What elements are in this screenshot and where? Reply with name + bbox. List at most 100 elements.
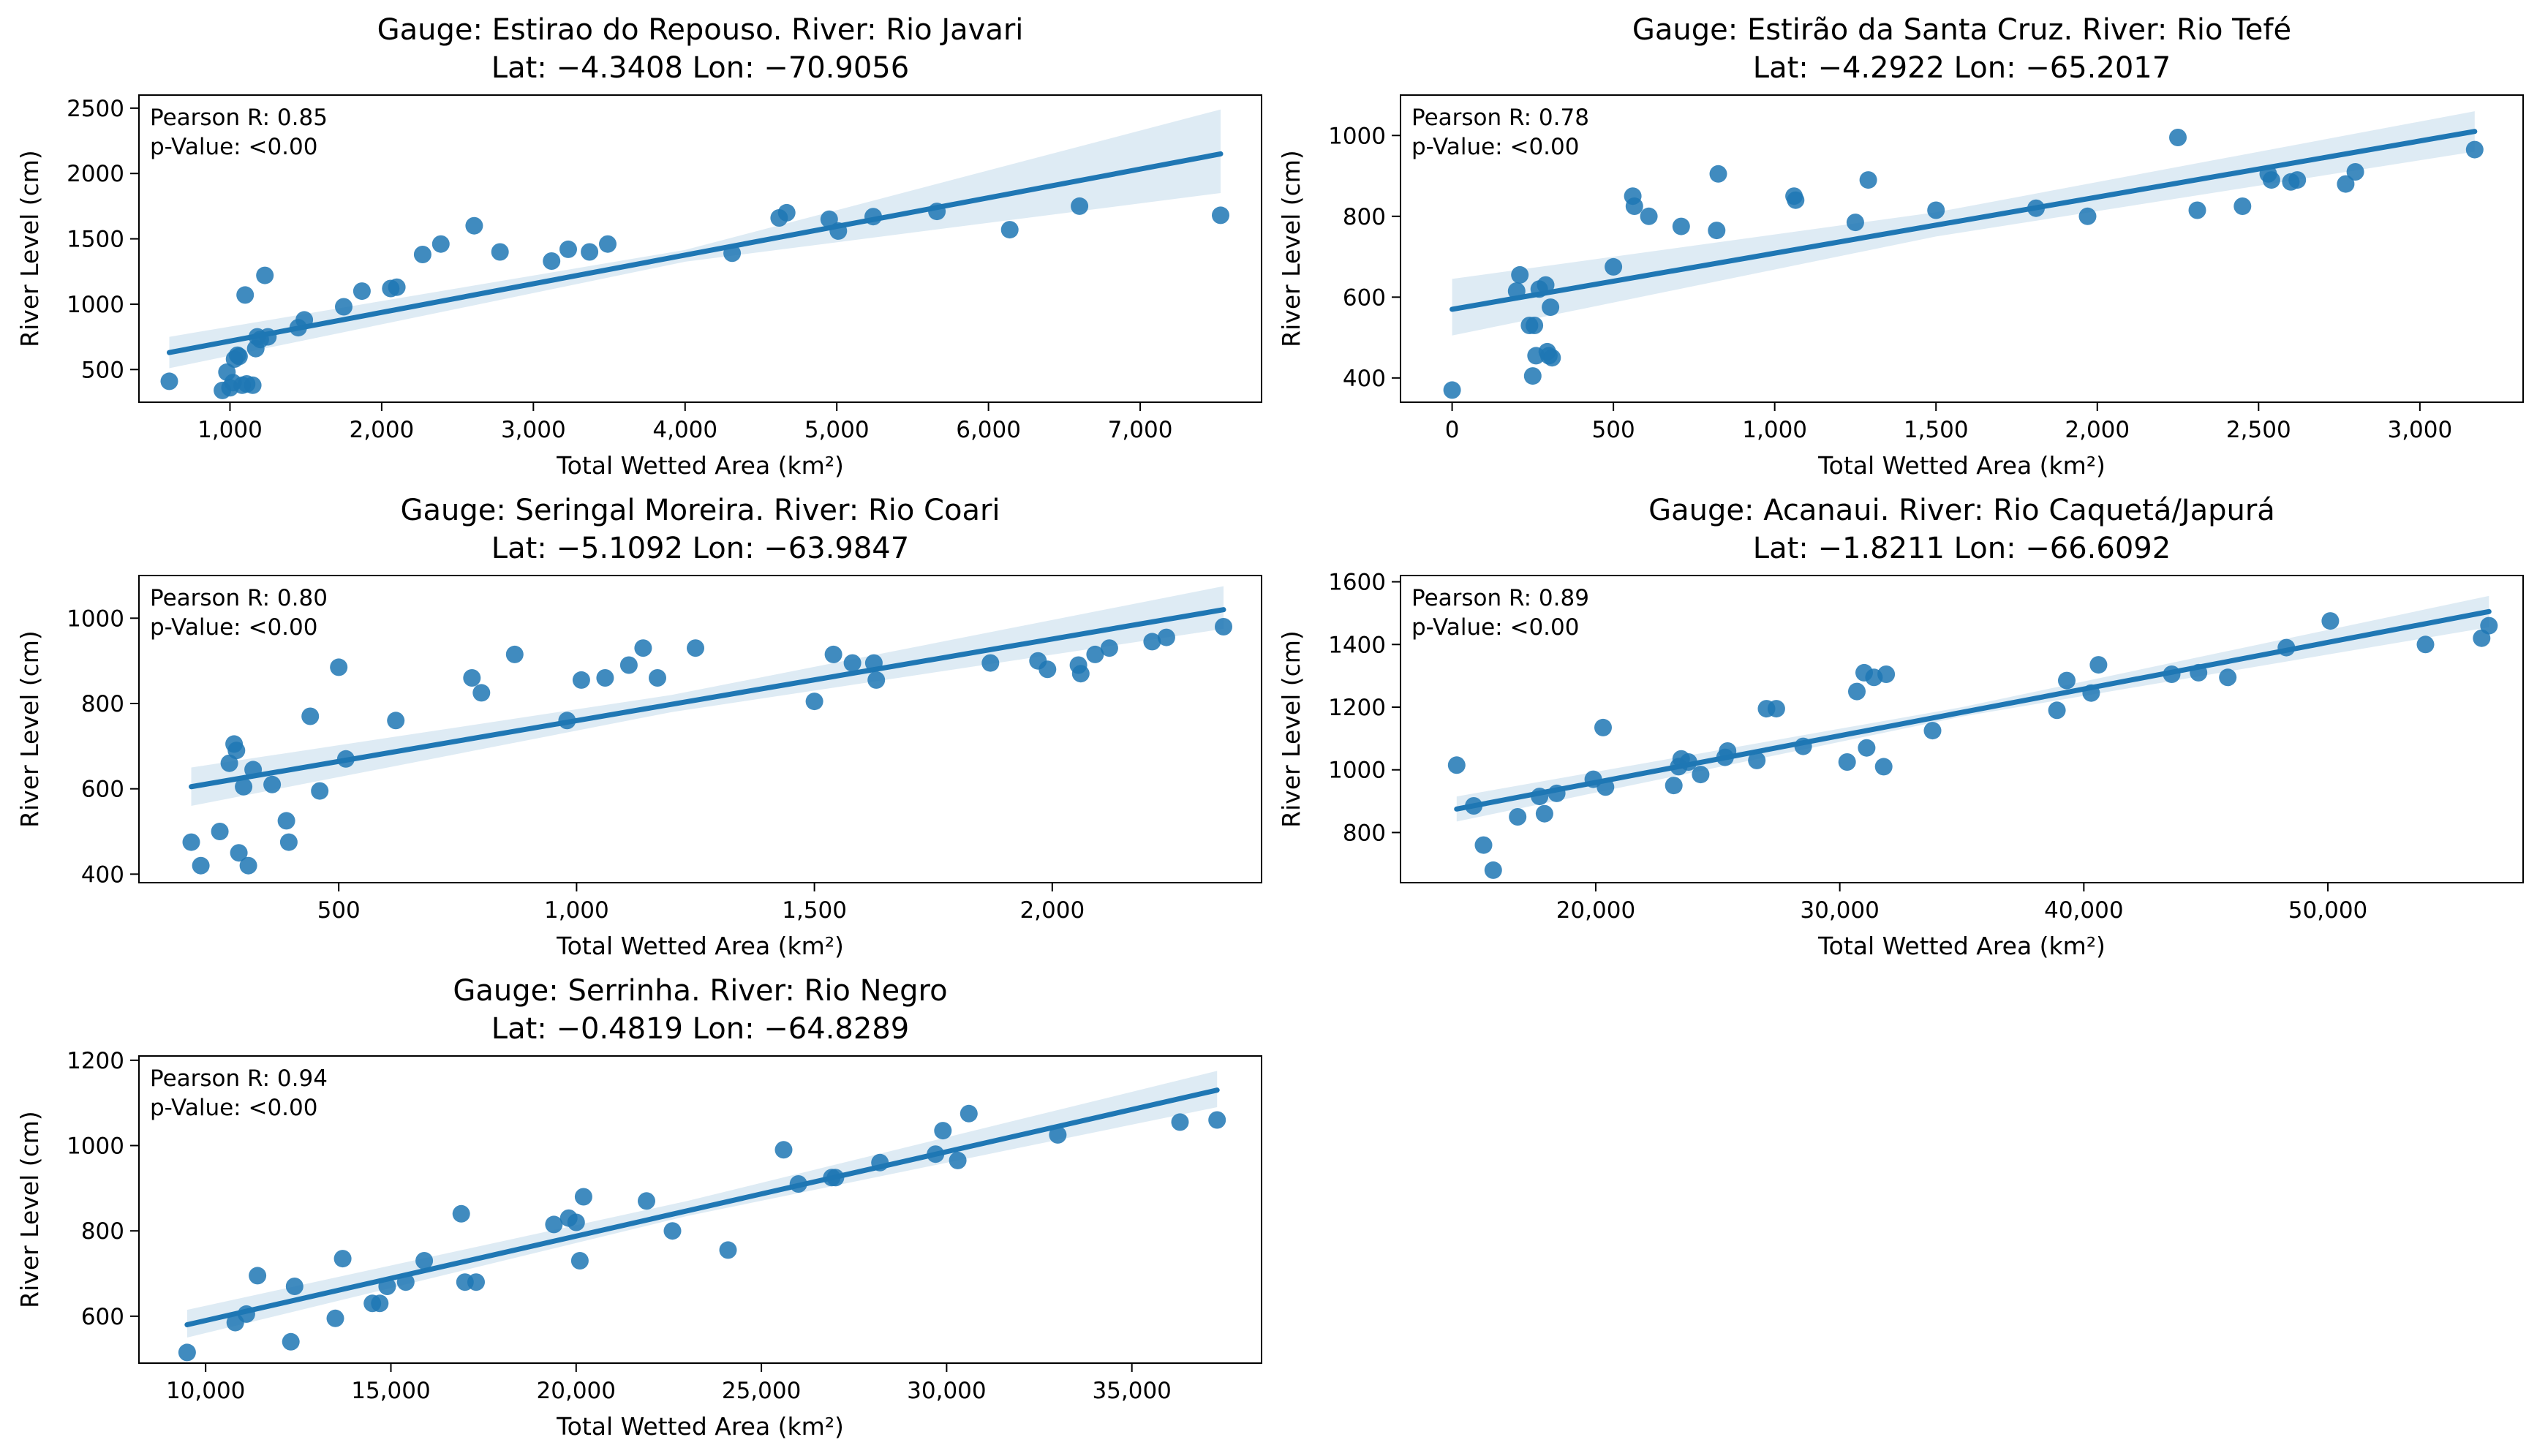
x-tick-label: 4,000 xyxy=(652,417,717,443)
data-point xyxy=(1858,739,1876,757)
panel-subtitle: Lat: −4.3408 Lon: −70.9056 xyxy=(491,51,909,85)
y-axis-label: River Level (cm) xyxy=(15,630,44,828)
y-axis-ticks: 600 800 1000 1200 xyxy=(67,1048,139,1330)
y-axis-label: River Level (cm) xyxy=(15,1111,44,1308)
data-point xyxy=(465,216,483,235)
p-value-label: p-Value: <0.00 xyxy=(1411,614,1579,641)
x-tick-label: 1,500 xyxy=(1904,417,1969,443)
y-axis-ticks: 500 1000 1500 2000 2500 xyxy=(67,96,139,383)
data-point xyxy=(256,266,274,284)
y-tick-label: 400 xyxy=(81,861,124,888)
data-point xyxy=(543,252,561,270)
data-point xyxy=(581,243,599,261)
data-points xyxy=(160,197,1229,399)
y-axis-label: River Level (cm) xyxy=(15,150,44,347)
x-tick-label: 500 xyxy=(317,897,361,924)
y-tick-label: 2000 xyxy=(67,161,124,187)
regression-line xyxy=(1454,608,2492,812)
data-points xyxy=(178,1104,1226,1362)
data-point xyxy=(237,1305,255,1323)
data-point xyxy=(192,856,210,875)
data-point xyxy=(388,278,406,296)
data-point xyxy=(663,1222,682,1240)
data-point xyxy=(336,750,355,768)
data-point xyxy=(236,286,255,304)
data-point xyxy=(824,645,842,663)
data-point xyxy=(949,1151,967,1169)
y-tick-label: 1000 xyxy=(1328,123,1386,149)
data-point xyxy=(371,1294,389,1313)
x-tick-label: 2,000 xyxy=(1019,897,1085,924)
data-point xyxy=(160,372,178,391)
data-point xyxy=(1672,217,1690,235)
x-tick-label: 40,000 xyxy=(2044,897,2123,924)
x-tick-label: 3,000 xyxy=(2387,417,2452,443)
data-point xyxy=(1511,265,1529,284)
data-point xyxy=(396,1273,415,1291)
data-point xyxy=(574,1188,592,1206)
data-point xyxy=(2277,638,2296,657)
data-point xyxy=(1859,171,1877,189)
y-tick-label: 800 xyxy=(81,1218,124,1245)
data-point xyxy=(2233,197,2252,215)
y-tick-label: 600 xyxy=(81,777,124,803)
panel-title: Gauge: Estirao do Repouso. River: Rio Ja… xyxy=(377,13,1024,47)
data-point xyxy=(249,1267,267,1285)
data-point xyxy=(2262,171,2280,189)
data-point xyxy=(1927,201,1945,219)
panel-subtitle: Lat: −4.2922 Lon: −65.2017 xyxy=(1753,51,2171,85)
data-point xyxy=(452,1204,470,1223)
data-point xyxy=(927,1145,945,1163)
p-value-label: p-Value: <0.00 xyxy=(150,614,317,641)
data-point xyxy=(1523,367,1542,385)
data-point xyxy=(1000,221,1019,239)
data-point xyxy=(649,669,666,687)
data-point xyxy=(2078,207,2097,225)
data-point xyxy=(559,240,577,258)
data-point xyxy=(638,1192,655,1210)
data-point xyxy=(1535,804,1553,823)
regression-fit-line xyxy=(1454,608,2492,812)
data-point xyxy=(227,742,246,760)
data-point xyxy=(1605,257,1623,276)
y-axis-ticks: 400 600 800 1000 xyxy=(67,606,139,888)
y-tick-label: 600 xyxy=(1343,284,1386,311)
x-axis-label: Total Wetted Area (km²) xyxy=(1817,932,2106,960)
y-tick-label: 1500 xyxy=(67,227,124,253)
pearson-r-label: Pearson R: 0.78 xyxy=(1411,105,1589,131)
y-axis-label: River Level (cm) xyxy=(1277,630,1305,828)
data-point xyxy=(570,1252,589,1270)
data-point xyxy=(774,1141,793,1159)
data-point xyxy=(295,311,314,329)
data-point xyxy=(1100,639,1118,657)
x-tick-label: 2,500 xyxy=(2226,417,2291,443)
panel-title: Gauge: Seringal Moreira. River: Rio Coar… xyxy=(400,494,1000,527)
x-tick-label: 0 xyxy=(1445,417,1460,443)
data-point xyxy=(467,1273,485,1291)
data-point xyxy=(415,1252,434,1270)
confidence-band xyxy=(186,1071,1218,1338)
data-point xyxy=(867,671,886,689)
confidence-band-area xyxy=(1452,111,2475,336)
data-point xyxy=(572,671,590,689)
data-point xyxy=(244,761,263,779)
data-point xyxy=(335,298,353,316)
confidence-band-area xyxy=(169,109,1221,369)
x-axis-ticks: 10,000 15,000 20,000 25,000 30,000 35,000 xyxy=(166,1363,1172,1404)
data-point xyxy=(235,777,253,796)
data-point xyxy=(1086,645,1104,663)
data-points xyxy=(1443,129,2484,399)
y-tick-label: 1000 xyxy=(1328,758,1386,784)
p-value-label: p-Value: <0.00 xyxy=(150,1095,317,1121)
data-point xyxy=(1157,628,1175,646)
data-point xyxy=(723,244,742,263)
data-point xyxy=(1708,222,1726,240)
data-point xyxy=(1767,700,1785,718)
y-axis-label: River Level (cm) xyxy=(1277,150,1305,347)
x-axis-label: Total Wetted Area (km²) xyxy=(556,451,844,480)
y-tick-label: 800 xyxy=(1343,204,1386,230)
x-axis-label: Total Wetted Area (km²) xyxy=(556,932,844,960)
data-point xyxy=(387,712,405,730)
y-tick-label: 2500 xyxy=(67,96,124,122)
x-tick-label: 3,000 xyxy=(501,417,566,443)
